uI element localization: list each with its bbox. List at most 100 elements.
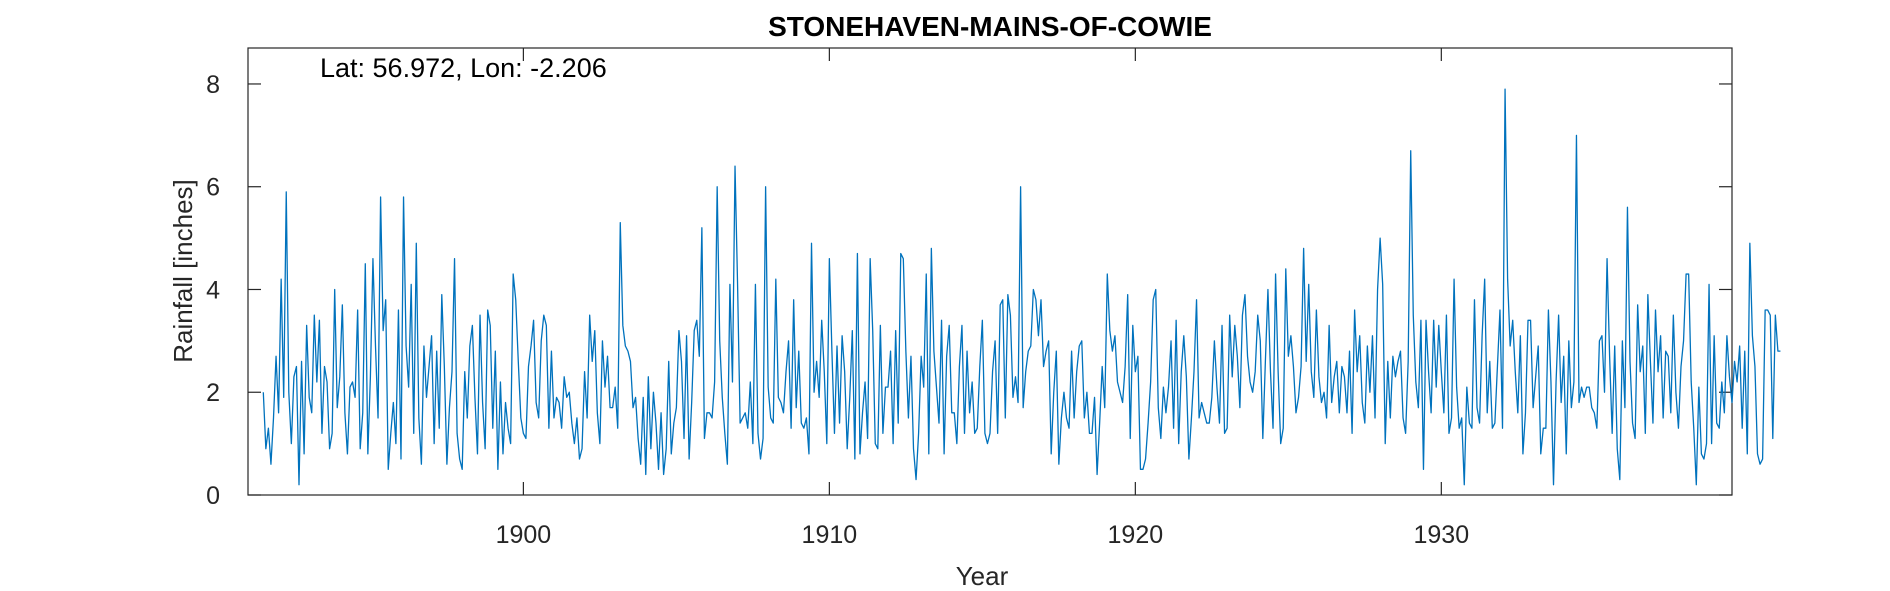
rainfall-point [1073, 417, 1075, 419]
rainfall-point [1711, 443, 1713, 445]
rainfall-point [293, 376, 295, 378]
rainfall-point [1565, 453, 1567, 455]
rainfall-point [558, 402, 560, 404]
rainfall-point [931, 248, 933, 250]
rainfall-point [495, 350, 497, 352]
rainfall-point [676, 407, 678, 409]
rainfall-point [568, 391, 570, 393]
rainfall-point [923, 386, 925, 388]
rainfall-point [765, 186, 767, 188]
rainfall-point [1211, 397, 1213, 399]
rainfall-point [1326, 417, 1328, 419]
rainfall-point [948, 325, 950, 327]
rainfall-point [808, 453, 810, 455]
rainfall-point [1736, 381, 1738, 383]
rainfall-point [1333, 376, 1335, 378]
rainfall-point [936, 386, 938, 388]
rainfall-point [553, 417, 555, 419]
rainfall-point [681, 361, 683, 363]
rainfall-point [344, 412, 346, 414]
rainfall-point [268, 427, 270, 429]
rainfall-point [1443, 412, 1445, 414]
rainfall-point [1698, 386, 1700, 388]
rainfall-point [1425, 320, 1427, 322]
rainfall-point [1573, 381, 1575, 383]
rainfall-point [1392, 355, 1394, 357]
rainfall-point [635, 397, 637, 399]
rainfall-point [1397, 361, 1399, 363]
rainfall-point [920, 355, 922, 357]
rainfall-point [1517, 412, 1519, 414]
rainfall-point [586, 417, 588, 419]
rainfall-point [1665, 350, 1667, 352]
rainfall-point [1114, 335, 1116, 337]
rainfall-point [1354, 309, 1356, 311]
rainfall-point [640, 463, 642, 465]
rainfall-point [655, 422, 657, 424]
rainfall-point [604, 386, 606, 388]
rainfall-point [359, 448, 361, 450]
rainfall-point [1660, 335, 1662, 337]
rainfall-point [727, 463, 729, 465]
rainfall-point [632, 407, 634, 409]
rainfall-point [956, 443, 958, 445]
rainfall-point [1341, 366, 1343, 368]
rainfall-point [864, 381, 866, 383]
rainfall-point [826, 443, 828, 445]
rainfall-point [540, 340, 542, 342]
rainfall-point [1163, 386, 1165, 388]
rainfall-point [347, 453, 349, 455]
rainfall-point [433, 443, 435, 445]
rainfall-point [533, 320, 535, 322]
rainfall-point [535, 402, 537, 404]
rainfall-point [1351, 433, 1353, 435]
rainfall-point [1104, 407, 1106, 409]
rainfall-point [966, 350, 968, 352]
rainfall-point [1767, 309, 1769, 311]
rainfall-point [648, 376, 650, 378]
rainfall-point [609, 407, 611, 409]
rainfall-point [959, 366, 961, 368]
rainfall-point [1616, 448, 1618, 450]
rainfall-point [459, 458, 461, 460]
rainfall-point [1724, 412, 1726, 414]
rainfall-point [1415, 381, 1417, 383]
rainfall-point [1690, 381, 1692, 383]
rainfall-point [1453, 278, 1455, 280]
rainfall-point [1040, 299, 1042, 301]
rainfall-point [821, 320, 823, 322]
rainfall-point [905, 350, 907, 352]
rainfall-point [1027, 350, 1029, 352]
rainfall-point [910, 355, 912, 357]
rainfall-point [466, 417, 468, 419]
rainfall-point [1285, 268, 1287, 270]
rainfall-point [1050, 453, 1052, 455]
rainfall-point [818, 397, 820, 399]
rainfall-point [387, 469, 389, 471]
rainfall-point [1191, 417, 1193, 419]
rainfall-point [1476, 407, 1478, 409]
rainfall-point [1535, 376, 1537, 378]
rainfall-point [1068, 427, 1070, 429]
rainfall-point [1632, 422, 1634, 424]
rainfall-point [1377, 289, 1379, 291]
rainfall-point [364, 263, 366, 265]
rainfall-point [1555, 381, 1557, 383]
rainfall-point [699, 355, 701, 357]
rainfall-point [1321, 402, 1323, 404]
rainfall-point [444, 366, 446, 368]
rainfall-point [1637, 304, 1639, 306]
rainfall-point [997, 433, 999, 435]
rainfall-point [551, 350, 553, 352]
rainfall-point [760, 458, 762, 460]
rainfall-point [1038, 335, 1040, 337]
rainfall-point [1035, 299, 1037, 301]
rainfall-point [484, 448, 486, 450]
rainfall-point [1655, 309, 1657, 311]
rainfall-point [546, 325, 548, 327]
rainfall-point [357, 309, 359, 311]
rainfall-point [1061, 417, 1063, 419]
rainfall-point [887, 386, 889, 388]
rainfall-point [1667, 355, 1669, 357]
rainfall-point [1089, 433, 1091, 435]
